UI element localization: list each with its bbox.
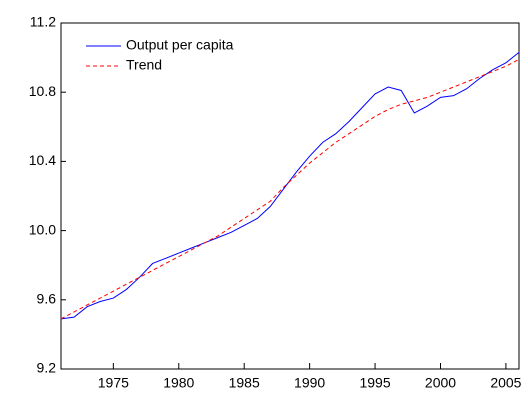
- x-tick-label: 1995: [359, 375, 390, 391]
- legend-label: Trend: [126, 57, 162, 73]
- x-tick-label: 2000: [425, 375, 456, 391]
- x-tick-label: 1975: [98, 375, 129, 391]
- y-tick-label: 9.2: [37, 360, 57, 376]
- x-tick-label: 2005: [490, 375, 521, 391]
- x-tick-label: 1980: [163, 375, 194, 391]
- y-tick-label: 11.2: [30, 14, 56, 30]
- y-tick-label: 9.6: [37, 291, 57, 307]
- x-tick-label: 1985: [229, 375, 260, 391]
- x-tick-label: 1990: [294, 375, 325, 391]
- y-tick-label: 10.0: [29, 221, 56, 237]
- series-line: [60, 58, 520, 320]
- legend-label: Output per capita: [126, 37, 234, 53]
- plot-frame: [60, 22, 520, 370]
- y-tick-label: 10.8: [29, 83, 56, 99]
- series-line: [60, 52, 520, 320]
- y-tick-label: 10.4: [29, 152, 56, 168]
